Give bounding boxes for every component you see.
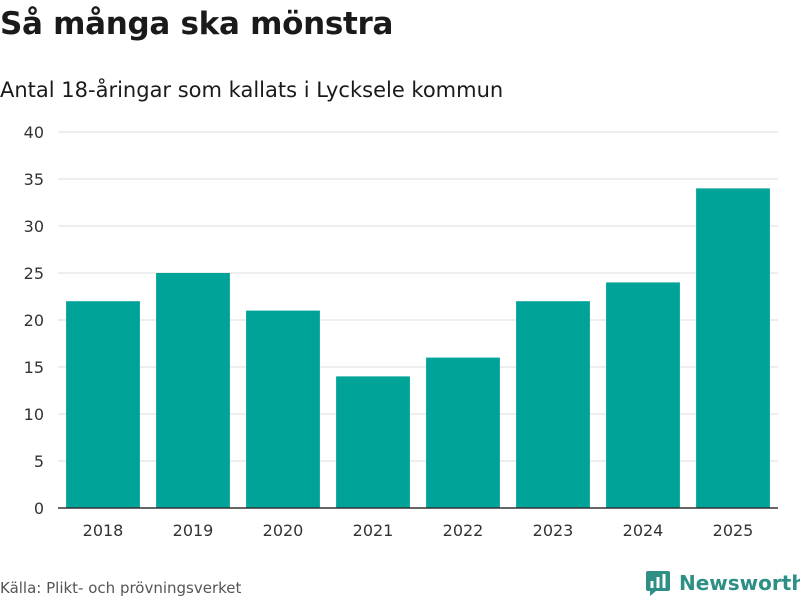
x-tick-label: 2020 [263,521,304,540]
bar-2019 [156,273,230,508]
y-tick-label: 10 [24,405,44,424]
y-tick-label: 20 [24,311,44,330]
y-tick-label: 40 [24,123,44,142]
bar-2022 [426,357,500,508]
bar-2021 [336,376,410,508]
y-tick-label: 35 [24,170,44,189]
chart-subtitle: Antal 18-åringar som kallats i Lycksele … [0,78,504,102]
newsworthy-logo-icon [646,571,670,596]
x-tick-label: 2024 [623,521,664,540]
bar-2020 [246,310,320,508]
x-tick-label: 2022 [443,521,484,540]
x-tick-label: 2025 [713,521,754,540]
y-tick-label: 0 [34,499,44,518]
source-note: Källa: Plikt- och prövningsverket [0,579,242,597]
y-tick-label: 15 [24,358,44,377]
y-tick-label: 5 [34,452,44,471]
bar-2024 [606,282,680,508]
y-tick-label: 30 [24,217,44,236]
x-tick-label: 2019 [173,521,214,540]
chart-title: Så många ska mönstra [0,6,394,42]
bar-2018 [66,301,140,508]
x-tick-label: 2023 [533,521,574,540]
bar-2025 [696,188,770,508]
x-tick-label: 2021 [353,521,394,540]
bar-2023 [516,301,590,508]
bars [66,188,770,508]
y-tick-label: 25 [24,264,44,283]
brand-name: Newsworthy [679,571,800,595]
brand-logo: Newsworthy [645,569,800,597]
x-tick-label: 2018 [83,521,124,540]
